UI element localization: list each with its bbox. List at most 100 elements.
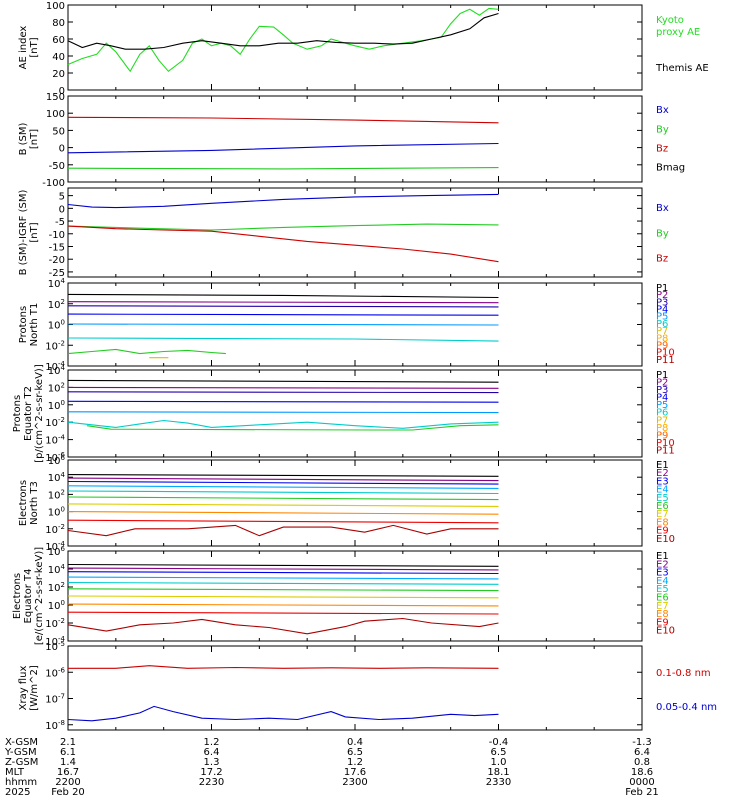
series-line-p3 xyxy=(67,391,499,394)
series-line-e2 xyxy=(67,477,499,482)
y-tick-label: 0 xyxy=(59,86,65,97)
y-tick-label: -25 xyxy=(49,268,65,279)
legend-entry: P1 xyxy=(656,370,668,381)
series-line-e8 xyxy=(67,603,499,607)
legend-entry: P10 xyxy=(656,348,675,359)
x-axis-tick-label: 18.6 xyxy=(631,767,653,778)
legend-entry: P9 xyxy=(656,340,668,351)
y-tick-label: -5 xyxy=(55,217,65,228)
y-tick-label: -15 xyxy=(49,242,65,253)
panel-frame xyxy=(67,459,643,547)
x-axis-tick-label: 2200 xyxy=(55,777,80,788)
series-line-bx xyxy=(67,142,499,154)
series-line-p8 xyxy=(87,424,499,431)
series-line-0-05-0-4-nm xyxy=(67,705,499,722)
y-axis-title: [e/(cm^2-s-sr-keV)] xyxy=(34,547,45,645)
y-axis-title: Equator T2 xyxy=(23,386,34,441)
series-line-bz xyxy=(67,116,499,124)
series-line-e1 xyxy=(67,563,499,567)
legend-entry: E2 xyxy=(656,559,669,570)
y-axis-title: Electrons xyxy=(18,480,29,526)
y-axis-title: Protons xyxy=(18,306,29,343)
legend-entry: E1 xyxy=(656,460,669,471)
y-tick-label: 104 xyxy=(48,471,66,484)
series-line-p1 xyxy=(67,379,499,383)
legend-entry: P2 xyxy=(656,378,668,389)
y-tick-label: 10-4 xyxy=(45,360,65,373)
y-tick-label: 10-6 xyxy=(45,666,65,679)
y-axis-title: B (SM)-IGRF (SM) xyxy=(18,190,29,276)
legend-entry: E8 xyxy=(656,609,669,620)
y-tick-label: 102 xyxy=(48,581,65,594)
legend-entry: Bx xyxy=(656,105,669,116)
x-axis-row-label: Y-GSM xyxy=(4,747,37,758)
y-tick-label: 104 xyxy=(48,277,66,290)
panel-frame xyxy=(67,369,643,458)
x-axis-tick-label: 1.2 xyxy=(204,737,220,748)
legend-entry: E3 xyxy=(656,476,669,487)
legend-entry: Bmag xyxy=(656,163,685,174)
legend-entry: P4 xyxy=(656,305,668,316)
y-tick-label: 102 xyxy=(48,488,65,501)
legend-entry: E6 xyxy=(656,501,669,512)
y-tick-label: 10-2 xyxy=(45,523,65,536)
series-line-e10 xyxy=(67,524,499,537)
x-axis-row-label: MLT xyxy=(5,767,25,778)
y-axis-title: Xray flux xyxy=(18,666,29,711)
y-axis-title: [p/(cm^2-s-sr-keV)] xyxy=(34,364,45,463)
y-tick-label: 20 xyxy=(52,69,65,80)
series-line-e3 xyxy=(67,480,499,485)
x-axis-tick-label: 2300 xyxy=(342,777,367,788)
y-tick-label: 10-4 xyxy=(45,635,65,648)
legend-entry: E7 xyxy=(656,509,669,520)
y-axis-title: North T1 xyxy=(29,303,40,347)
y-tick-label: -20 xyxy=(49,255,65,266)
legend-entry: P7 xyxy=(656,326,668,337)
series-line-e2 xyxy=(67,567,499,571)
y-tick-label: 0 xyxy=(59,204,65,215)
y-tick-label: -100 xyxy=(42,178,65,189)
x-axis-row-label: hhmm xyxy=(5,777,37,788)
series-line-e10 xyxy=(67,617,499,635)
panel-frame xyxy=(67,187,643,278)
legend-entry: P9 xyxy=(656,430,668,441)
x-axis-tick-label: -1.3 xyxy=(632,737,652,748)
legend-entry: E9 xyxy=(656,526,669,537)
series-line-e4 xyxy=(67,485,499,489)
legend-entry: E6 xyxy=(656,593,669,604)
series-line-e9 xyxy=(67,611,499,615)
series-line-e1 xyxy=(67,474,499,477)
legend-entry: P8 xyxy=(656,333,668,344)
legend-entry: P11 xyxy=(656,445,675,456)
legend-entry: E10 xyxy=(656,534,675,545)
legend-entry: P11 xyxy=(656,355,675,366)
legend-entry: proxy AE xyxy=(656,27,700,38)
x-axis-tick-label: 1.3 xyxy=(204,757,220,768)
x-axis-row-label: 2025 xyxy=(5,787,30,798)
panel-frame xyxy=(67,4,643,91)
x-axis-tick-label: Feb 21 xyxy=(625,787,659,798)
panel-frame xyxy=(67,95,643,183)
legend-entry: Themis AE xyxy=(655,63,709,74)
y-axis-title: [W/m^2] xyxy=(29,665,40,711)
series-line-p4 xyxy=(67,313,499,316)
y-tick-label: 100 xyxy=(48,399,65,412)
x-axis-tick-label: 16.7 xyxy=(57,767,79,778)
y-tick-label: 5 xyxy=(59,192,65,203)
y-tick-label: 100 xyxy=(46,1,65,12)
y-tick-label: 10-5 xyxy=(45,640,65,653)
y-axis-title: AE index xyxy=(18,26,29,70)
legend-entry: P7 xyxy=(656,415,668,426)
series-line-p3 xyxy=(67,305,499,308)
legend-entry: E10 xyxy=(656,626,675,637)
y-axis-title: B (SM) xyxy=(18,122,29,155)
y-tick-label: 10-4 xyxy=(45,540,65,553)
y-tick-label: 10-4 xyxy=(45,434,65,447)
series-line-e8 xyxy=(67,511,499,515)
x-axis-tick-label: 2330 xyxy=(486,777,511,788)
y-tick-label: 80 xyxy=(52,18,65,29)
series-line-p1 xyxy=(67,293,499,299)
legend-entry: E9 xyxy=(656,617,669,628)
y-tick-label: -50 xyxy=(49,161,65,172)
legend-entry: E7 xyxy=(656,601,669,612)
